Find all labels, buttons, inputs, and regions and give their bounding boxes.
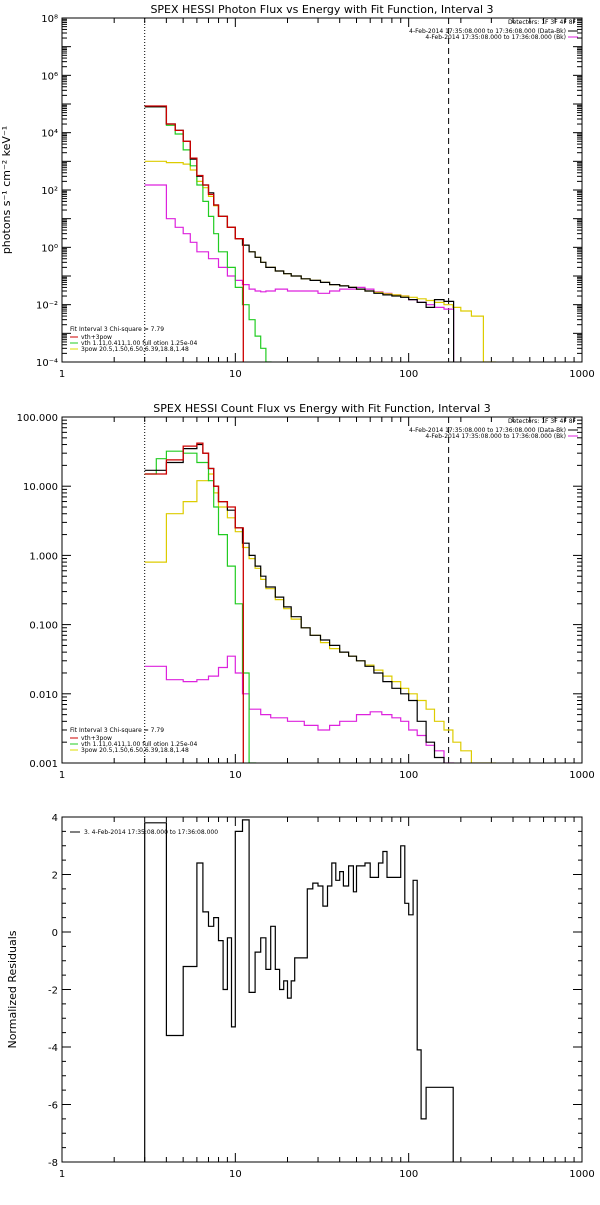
x-tick-label: 10 [229, 1169, 242, 1180]
series-fit-thermal [144, 106, 272, 362]
panel-2: SPEX HESSI Count Flux vs Energy with Fit… [17, 402, 595, 781]
legend-entry: vth+3pow [81, 735, 112, 742]
x-ticks [61, 817, 575, 1162]
y-ticks [62, 18, 582, 363]
plot-frame [61, 816, 583, 1163]
panel-1: SPEX HESSI Photon Flux vs Energy with Fi… [0, 3, 595, 380]
y-ticks [62, 816, 582, 1163]
series-fit-total [144, 442, 244, 763]
series-background [144, 184, 455, 362]
chart-title: SPEX HESSI Count Flux vs Energy with Fit… [153, 402, 490, 415]
x-tick-label: 1 [59, 1169, 65, 1180]
x-tick-label: 100 [399, 369, 418, 380]
legend-entry: vth 1.11,0.411,1.00 full otion 1.25e-04 [81, 340, 197, 347]
y-tick-label: -8 [48, 1158, 58, 1169]
legend-entry: 3pow 20.5,1.50,6.50,6.39,18.8,1.48 [81, 346, 189, 353]
y-tick-label: 10⁸ [41, 14, 58, 25]
series-data [144, 443, 445, 763]
series-fit-nonthermal [144, 473, 497, 763]
y-tick-label: 10⁴ [41, 129, 58, 140]
y-tick-label: 10⁻⁴ [36, 358, 58, 369]
x-tick-label: 1000 [569, 1169, 594, 1180]
y-tick-label: 10² [41, 186, 58, 197]
y-tick-label: 100.000 [17, 413, 58, 424]
series-fit-total [144, 105, 244, 362]
plot-frame [61, 416, 583, 764]
x-tick-label: 1 [59, 770, 65, 781]
detectors-label: Detectors: 1F 3F 4F 8F [508, 19, 577, 26]
y-tick-label: 0.010 [29, 690, 58, 701]
y-tick-label: 0.100 [29, 621, 58, 632]
x-tick-label: 1 [59, 369, 65, 380]
legend-title: Fit Interval 3 Chi-square = 7.79 [70, 326, 164, 333]
y-tick-label: -6 [48, 1101, 58, 1112]
legend-entry: vth+3pow [81, 334, 112, 341]
header-line: 4-Feb-2014 17:35:08.000 to 17:36:08.000 … [425, 34, 566, 41]
y-tick-label: -4 [48, 1043, 58, 1054]
y-tick-label: 10⁻² [36, 301, 58, 312]
y-tick-label: 2 [52, 871, 58, 882]
header-line: 4-Feb-2014 17:35:08.000 to 17:36:08.000 … [409, 427, 566, 434]
header-line: 4-Feb-2014 17:35:08.000 to 17:36:08.000 … [425, 433, 566, 440]
y-tick-label: 10⁰ [41, 243, 58, 254]
series-data [144, 106, 455, 362]
y-tick-label: 4 [52, 813, 58, 824]
x-tick-label: 10 [229, 369, 242, 380]
y-axis-label: Normalized Residuals [6, 930, 19, 1048]
y-tick-label: -2 [48, 986, 58, 997]
legend-title: Fit Interval 3 Chi-square = 7.79 [70, 727, 164, 734]
y-ticks [62, 419, 582, 764]
y-tick-label: 10⁶ [41, 71, 58, 82]
x-tick-label: 10 [229, 770, 242, 781]
legend-entry: 3. 4-Feb-2014 17:35:08.000 to 17:36:08.0… [84, 829, 218, 836]
chart-title: SPEX HESSI Photon Flux vs Energy with Fi… [150, 3, 493, 16]
header-line: 4-Feb-2014 17:35:08.000 to 17:36:08.000 … [409, 28, 566, 35]
series-fit-thermal [144, 450, 257, 763]
x-tick-label: 100 [399, 770, 418, 781]
legend-entry: vth 1.11,0.411,1.00 full otion 1.25e-04 [81, 741, 197, 748]
detectors-label: Detectors: 1F 3F 4F 8F [508, 418, 577, 425]
series-background [144, 655, 455, 763]
x-ticks [61, 417, 575, 763]
series-fit-nonthermal [144, 160, 497, 362]
panel-3: Normalized Residuals 1 10 100 1000 -8 -6 -4 -2 0 2… [6, 813, 595, 1180]
y-tick-label: 0 [52, 928, 58, 939]
y-tick-label: 1.000 [29, 551, 58, 562]
x-tick-label: 1000 [569, 770, 594, 781]
plot-frame [61, 17, 583, 363]
x-tick-label: 100 [399, 1169, 418, 1180]
y-axis-label: photons s⁻¹ cm⁻² keV⁻¹ [0, 126, 13, 254]
y-tick-label: 10.000 [23, 482, 58, 493]
x-ticks [61, 18, 575, 362]
legend-entry: 3pow 20.5,1.50,6.50,6.39,18.8,1.48 [81, 747, 189, 754]
y-tick-label: 0.001 [29, 759, 58, 770]
series-residuals [144, 819, 454, 1162]
x-tick-label: 1000 [569, 369, 594, 380]
